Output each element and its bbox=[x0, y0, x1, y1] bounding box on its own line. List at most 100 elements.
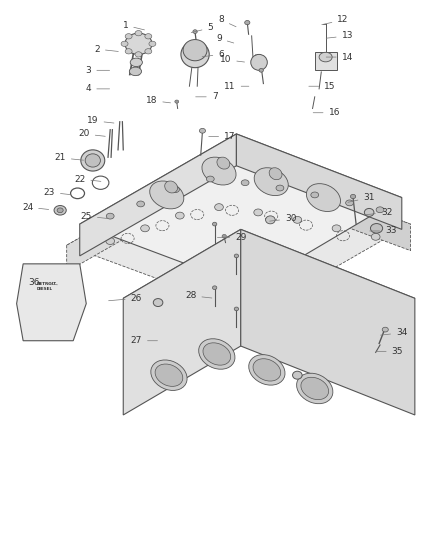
Ellipse shape bbox=[183, 39, 207, 61]
Polygon shape bbox=[80, 134, 402, 288]
Ellipse shape bbox=[57, 208, 63, 213]
Ellipse shape bbox=[203, 343, 231, 365]
Text: DETROIT
DIESEL: DETROIT DIESEL bbox=[36, 282, 56, 291]
Ellipse shape bbox=[371, 233, 380, 240]
Text: 26: 26 bbox=[109, 294, 142, 303]
Ellipse shape bbox=[175, 100, 179, 103]
Ellipse shape bbox=[269, 168, 282, 180]
Ellipse shape bbox=[346, 200, 353, 206]
Ellipse shape bbox=[241, 180, 249, 185]
Ellipse shape bbox=[234, 307, 239, 311]
Ellipse shape bbox=[382, 327, 389, 332]
Ellipse shape bbox=[145, 49, 152, 54]
Text: 11: 11 bbox=[224, 82, 249, 91]
Ellipse shape bbox=[199, 339, 235, 369]
Ellipse shape bbox=[106, 213, 114, 219]
Text: 22: 22 bbox=[74, 174, 101, 183]
Polygon shape bbox=[123, 229, 415, 367]
Text: 1: 1 bbox=[123, 21, 145, 30]
Polygon shape bbox=[123, 229, 241, 415]
Ellipse shape bbox=[135, 52, 142, 57]
Text: 35: 35 bbox=[376, 347, 403, 356]
Text: 31: 31 bbox=[348, 193, 375, 202]
Ellipse shape bbox=[135, 30, 142, 36]
Text: 4: 4 bbox=[85, 84, 110, 93]
Ellipse shape bbox=[364, 208, 374, 216]
Ellipse shape bbox=[85, 154, 100, 167]
Ellipse shape bbox=[130, 58, 142, 67]
Ellipse shape bbox=[311, 192, 319, 198]
Text: 20: 20 bbox=[78, 130, 105, 139]
Ellipse shape bbox=[181, 41, 209, 68]
Ellipse shape bbox=[150, 181, 184, 209]
Text: 3: 3 bbox=[85, 66, 110, 75]
Text: 27: 27 bbox=[131, 336, 158, 345]
Text: 9: 9 bbox=[216, 34, 234, 43]
Text: 6: 6 bbox=[202, 50, 224, 59]
Polygon shape bbox=[17, 264, 86, 341]
Ellipse shape bbox=[265, 216, 275, 224]
Text: 32: 32 bbox=[365, 208, 392, 217]
Ellipse shape bbox=[259, 68, 263, 72]
Ellipse shape bbox=[307, 184, 340, 212]
Ellipse shape bbox=[234, 254, 239, 258]
Polygon shape bbox=[241, 229, 415, 415]
Ellipse shape bbox=[215, 204, 223, 211]
Text: 14: 14 bbox=[326, 53, 353, 62]
Ellipse shape bbox=[129, 67, 141, 76]
Ellipse shape bbox=[254, 209, 262, 216]
Ellipse shape bbox=[151, 360, 187, 391]
Text: 15: 15 bbox=[309, 82, 336, 91]
Ellipse shape bbox=[172, 187, 180, 192]
Ellipse shape bbox=[254, 168, 288, 196]
Text: 13: 13 bbox=[326, 31, 353, 41]
Text: 29: 29 bbox=[217, 233, 247, 242]
Ellipse shape bbox=[371, 223, 383, 233]
Text: 25: 25 bbox=[81, 212, 107, 221]
Ellipse shape bbox=[332, 225, 341, 232]
Ellipse shape bbox=[153, 298, 163, 306]
Ellipse shape bbox=[212, 222, 217, 226]
Ellipse shape bbox=[81, 150, 105, 171]
Ellipse shape bbox=[319, 52, 332, 62]
Text: 21: 21 bbox=[54, 154, 84, 163]
Ellipse shape bbox=[54, 206, 66, 215]
Polygon shape bbox=[67, 155, 223, 272]
Ellipse shape bbox=[145, 34, 152, 39]
Polygon shape bbox=[80, 134, 237, 256]
Text: 10: 10 bbox=[220, 55, 244, 64]
Polygon shape bbox=[223, 155, 410, 251]
Text: 7: 7 bbox=[196, 92, 218, 101]
Ellipse shape bbox=[149, 41, 156, 46]
Text: 24: 24 bbox=[22, 203, 49, 212]
Text: 18: 18 bbox=[146, 96, 170, 105]
Text: 12: 12 bbox=[322, 15, 349, 25]
Ellipse shape bbox=[165, 181, 177, 193]
Ellipse shape bbox=[199, 128, 205, 133]
Text: 30: 30 bbox=[270, 214, 297, 223]
Text: 8: 8 bbox=[218, 15, 236, 27]
Text: 28: 28 bbox=[185, 291, 212, 300]
Ellipse shape bbox=[293, 216, 302, 223]
Ellipse shape bbox=[125, 33, 152, 54]
Ellipse shape bbox=[125, 34, 132, 39]
Polygon shape bbox=[237, 134, 402, 229]
Ellipse shape bbox=[106, 238, 115, 245]
Text: 36: 36 bbox=[28, 278, 57, 287]
Ellipse shape bbox=[121, 41, 128, 46]
Ellipse shape bbox=[193, 30, 197, 34]
Text: 5: 5 bbox=[191, 23, 213, 33]
Ellipse shape bbox=[251, 54, 267, 70]
Ellipse shape bbox=[202, 157, 236, 185]
Ellipse shape bbox=[212, 286, 217, 289]
Polygon shape bbox=[67, 155, 410, 314]
Ellipse shape bbox=[125, 49, 132, 54]
Text: 34: 34 bbox=[381, 328, 407, 337]
Text: 17: 17 bbox=[209, 132, 236, 141]
Ellipse shape bbox=[206, 176, 214, 182]
Text: 33: 33 bbox=[370, 227, 397, 236]
Text: 19: 19 bbox=[87, 116, 114, 125]
Polygon shape bbox=[315, 52, 336, 70]
Ellipse shape bbox=[297, 373, 333, 403]
Text: 16: 16 bbox=[313, 108, 340, 117]
